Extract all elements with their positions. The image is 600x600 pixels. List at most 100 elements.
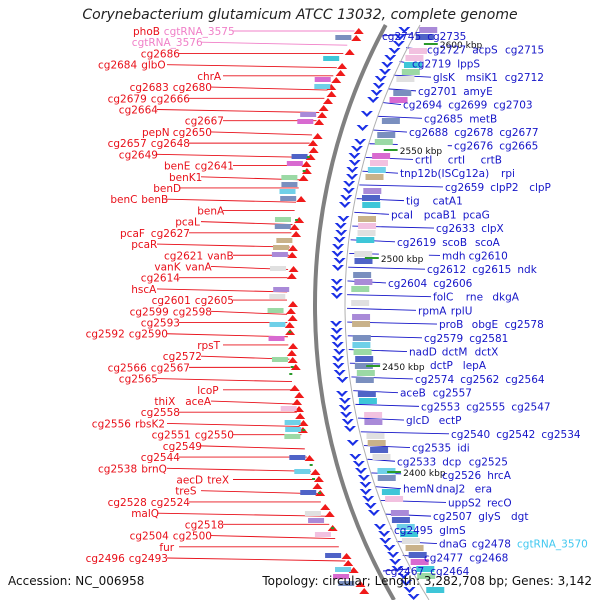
left-gene-label: pepN	[142, 127, 170, 139]
feature-category-box	[276, 238, 293, 243]
right-gene-label: cg2467	[385, 566, 424, 578]
right-gene-label: tnp12b(ISCg12a)	[400, 168, 489, 180]
feature-category-box	[300, 112, 317, 117]
right-gene-label: cg2542	[496, 429, 535, 441]
left-gene-label: cg2538	[98, 463, 137, 475]
feature-category-box	[372, 454, 391, 460]
right-gene-label: hemN	[403, 484, 434, 496]
left-gene-label: vanK	[154, 261, 181, 273]
feature-minus	[304, 455, 315, 461]
feature-minus	[324, 511, 335, 517]
feature-minus	[351, 35, 362, 41]
feature-plus	[333, 258, 346, 264]
feature-plus	[367, 97, 380, 103]
left-gene-label: cg2556	[92, 418, 131, 430]
feature-plus	[400, 580, 413, 586]
tick-label-bg	[378, 251, 429, 264]
left-gene-label: benK1	[169, 172, 202, 184]
feature-minus	[298, 420, 309, 426]
feature-category-box	[280, 196, 297, 201]
right-gene-label: cg2606	[433, 278, 472, 290]
tick-label: 2600 kbp	[440, 41, 483, 51]
right-gene-label: cg2464	[430, 566, 469, 578]
feature-category-box	[357, 230, 376, 236]
feature-minus	[343, 560, 354, 566]
left-gene-label: rpsT	[197, 340, 220, 352]
feature-category-box	[289, 455, 306, 460]
right-gene-label: cg2533	[397, 456, 436, 468]
feature-category-box	[358, 398, 377, 404]
right-gene-label: msiK1	[466, 72, 498, 84]
left-gene-label: cg2593	[141, 318, 180, 330]
right-gene-label: cg2477	[424, 552, 463, 564]
feature-minus	[348, 567, 359, 573]
feature-category-box	[367, 440, 386, 446]
feature-category-box	[274, 224, 291, 229]
leader-line	[210, 86, 328, 91]
right-gene-label: cg2557	[433, 388, 472, 400]
feature-plus	[403, 587, 416, 593]
left-gene-label: cg2590	[129, 329, 168, 341]
feature-category-box	[294, 469, 311, 474]
left-gene-label: cg2567	[151, 362, 190, 374]
left-gene-label: benB	[141, 194, 168, 206]
feature-category-box	[267, 308, 284, 313]
right-gene-label: glmS	[439, 525, 466, 537]
feature-plus	[357, 475, 370, 481]
feature-plus	[354, 139, 367, 145]
right-gene-label: acpS	[472, 45, 498, 57]
feature-plus	[392, 41, 405, 47]
feature-category-box	[353, 349, 372, 355]
right-gene-label: scoA	[475, 237, 501, 249]
feature-marker	[290, 366, 294, 368]
feature-plus	[391, 566, 404, 572]
feature-category-box	[291, 154, 308, 159]
leader-line	[387, 88, 417, 92]
backbone-inner-line	[344, 24, 430, 600]
leader-line	[210, 400, 296, 405]
feature-minus	[314, 119, 325, 125]
feature-category-box	[405, 55, 424, 61]
left-gene-label: glbO	[141, 60, 166, 72]
feature-minus	[288, 266, 299, 272]
feature-plus	[388, 48, 401, 54]
left-gene-label: cg2496	[86, 553, 125, 565]
feature-category-box	[285, 427, 302, 432]
feature-marker	[289, 373, 293, 375]
feature-category-box	[354, 279, 373, 285]
feature-category-box	[385, 496, 404, 502]
genome-backbone	[313, 24, 430, 600]
feature-plus	[332, 244, 345, 250]
feature-category-box	[304, 511, 321, 516]
left-gene-label: pcaL	[175, 217, 200, 229]
feature-minus	[331, 77, 342, 83]
right-gene-label: cg2495	[394, 525, 433, 537]
feature-category-box	[354, 258, 373, 264]
feature-minus	[288, 343, 299, 349]
left-gene-label: cg2649	[119, 149, 158, 161]
feature-category-box	[273, 287, 290, 292]
right-gene-label: cg2715	[505, 45, 544, 57]
right-gene-label: cg2564	[505, 374, 544, 386]
left-gene-label: cg2500	[173, 531, 212, 543]
feature-minus	[308, 140, 319, 146]
feature-minus	[341, 553, 352, 559]
leader-line	[156, 109, 320, 113]
feature-plus	[346, 167, 359, 173]
right-gene-label: nadD	[409, 347, 437, 359]
feature-plus	[330, 293, 343, 299]
right-gene-label: dgt	[511, 511, 528, 523]
leader-line	[166, 557, 346, 562]
feature-plus	[362, 496, 375, 502]
feature-category-box	[363, 188, 382, 194]
right-gene-label: cg2574	[415, 374, 454, 386]
right-gene-label: cg2553	[421, 401, 460, 413]
feature-plus	[387, 552, 400, 558]
leader-line	[375, 486, 402, 490]
feature-minus	[296, 196, 307, 202]
feature-category-box	[405, 545, 424, 551]
right-gene-label: cg2555	[466, 401, 505, 413]
feature-plus	[359, 489, 372, 495]
leader-line	[382, 102, 402, 106]
